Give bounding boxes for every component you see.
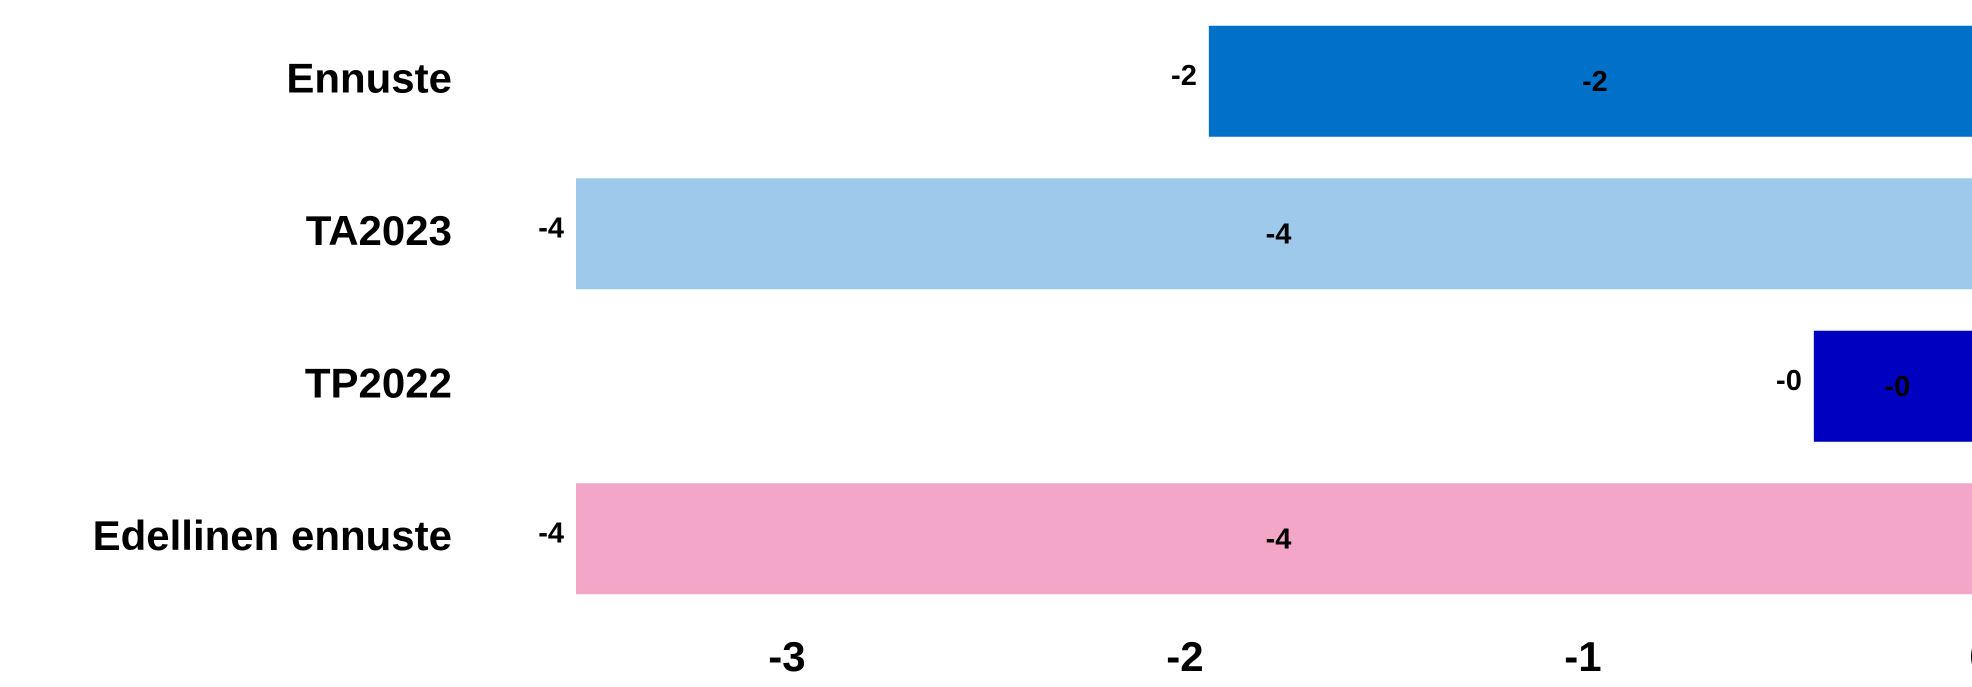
bar xyxy=(1208,25,1972,137)
category-label: TA2023 xyxy=(306,207,452,254)
x-tick-label: -1 xyxy=(1564,633,1601,680)
category-label: TP2022 xyxy=(305,359,452,406)
x-tick-label: -2 xyxy=(1166,633,1203,680)
category-label: Edellinen ennuste xyxy=(93,512,452,559)
bar xyxy=(576,178,1972,290)
value-label: -2 xyxy=(1171,60,1197,92)
value-label: -4 xyxy=(538,517,564,549)
value-label: -4 xyxy=(538,212,564,244)
x-tick-label: 0 xyxy=(1969,633,1972,680)
value-label: -4 xyxy=(1266,523,1292,555)
value-label: -0 xyxy=(1885,371,1911,403)
bar xyxy=(1813,330,1972,442)
value-label: -4 xyxy=(1266,218,1292,250)
category-label: Ennuste xyxy=(286,54,452,101)
x-tick-label: -3 xyxy=(768,633,805,680)
bar xyxy=(576,483,1972,595)
value-label: -2 xyxy=(1582,66,1608,98)
value-label: -0 xyxy=(1776,365,1802,397)
